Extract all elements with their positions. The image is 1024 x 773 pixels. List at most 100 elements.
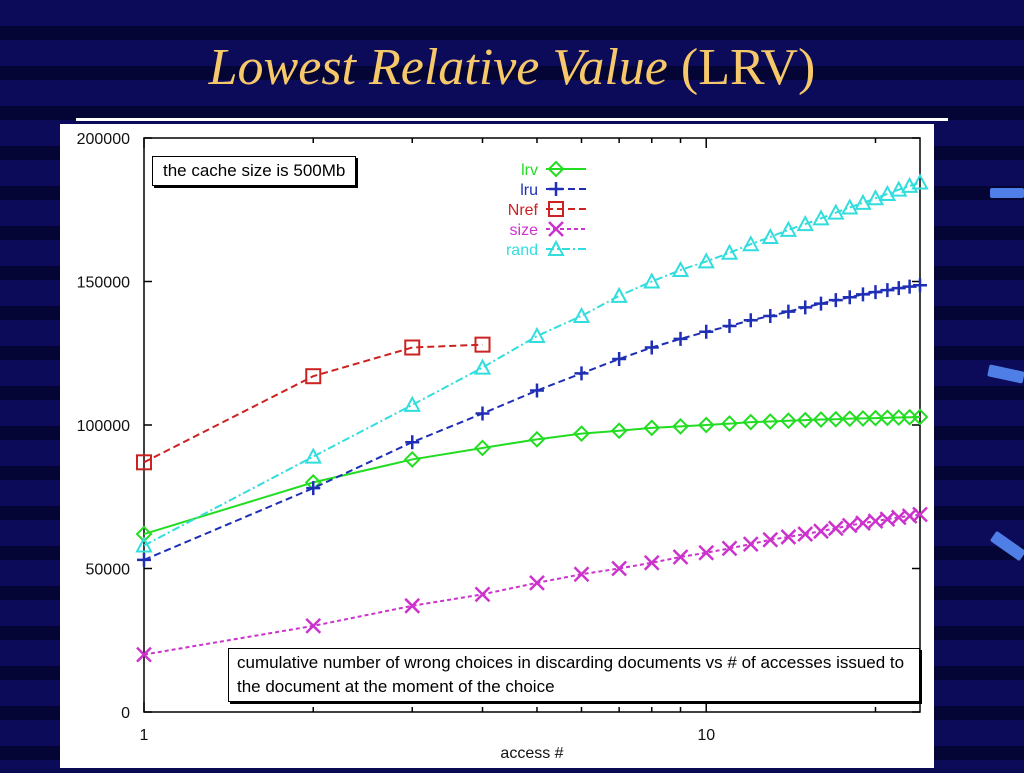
decoration-dash (990, 188, 1024, 198)
cache-size-note: the cache size is 500Mb (152, 156, 357, 186)
data-point-lru (855, 287, 870, 302)
data-point-lru (913, 278, 927, 293)
data-point-size (404, 597, 421, 614)
y-tick-label: 200000 (77, 131, 130, 148)
slide-title: Lowest Relative Value (LRV) (0, 36, 1024, 100)
data-point-rand (720, 243, 739, 260)
data-point-lrv (812, 411, 830, 428)
data-point-lru (828, 293, 843, 308)
data-point-rand (610, 286, 628, 303)
legend-label-lru: lru (520, 182, 538, 199)
data-point-rand (742, 235, 760, 252)
data-point-Nref (305, 368, 322, 385)
y-tick-label: 0 (121, 705, 130, 722)
data-point-lru (798, 300, 813, 315)
data-point-rand (900, 176, 919, 193)
line-chart: 0 50000 100000 150000 200000 1 10 access # lrv lr… (77, 131, 929, 762)
data-point-lru (529, 383, 544, 398)
data-point-lru (868, 285, 883, 300)
data-point-rand (878, 184, 897, 201)
data-point-rand (671, 260, 690, 278)
data-point-size (136, 646, 152, 663)
data-point-rand (866, 189, 885, 206)
data-point-lrv (911, 408, 929, 426)
data-point-rand (403, 395, 421, 412)
data-point-size (529, 574, 545, 591)
data-point-size (855, 515, 871, 532)
data-point-rand (854, 193, 872, 210)
x-tick-label: 1 (140, 727, 149, 744)
data-point-lru (891, 281, 906, 296)
data-point-lru (475, 406, 490, 421)
data-point-size (672, 549, 689, 565)
series-line-lrv (143, 415, 921, 536)
data-point-size (698, 544, 715, 561)
data-point-lrv (854, 409, 872, 427)
data-point-lrv (672, 418, 689, 435)
series-line-Nref (143, 343, 483, 464)
data-point-rand (841, 198, 859, 215)
legend-label-Nref: Nref (508, 202, 539, 219)
data-point-size (780, 529, 797, 545)
legend-marker-lrv (547, 160, 565, 178)
data-point-size (721, 540, 738, 557)
data-point-lrv (841, 410, 859, 428)
data-point-Nref (474, 336, 491, 353)
legend-label-rand: rand (506, 242, 538, 259)
data-point-rand (135, 536, 153, 553)
data-point-rand (572, 306, 591, 323)
chart-panel: 0 50000 100000 150000 200000 1 10 access # lrv lr… (60, 124, 934, 768)
y-tick-label: 100000 (77, 418, 130, 435)
data-point-lru (405, 435, 420, 450)
data-point-lrv (796, 411, 814, 429)
data-point-lru (574, 366, 589, 381)
data-point-lrv (761, 413, 779, 430)
data-point-Nref (404, 339, 421, 356)
data-point-lrv (878, 409, 896, 427)
data-point-rand (643, 272, 661, 289)
data-point-lru (722, 318, 737, 333)
data-point-lrv (474, 439, 491, 457)
data-point-size (573, 566, 590, 583)
data-point-lru (763, 308, 778, 323)
legend-marker-Nref (548, 201, 564, 217)
data-point-size (474, 586, 491, 603)
data-point-lru (781, 304, 796, 319)
data-point-lrv (779, 412, 797, 430)
slide-title-plain: (LRV) (680, 39, 816, 96)
data-point-rand (528, 326, 546, 344)
data-point-size (742, 536, 759, 552)
data-point-rand (779, 220, 798, 237)
data-point-lru (699, 324, 714, 339)
data-point-Nref (136, 454, 152, 471)
legend-marker-size (548, 221, 564, 237)
slide-title-italic: Lowest Relative Value (208, 39, 668, 96)
data-point-lru (137, 552, 151, 567)
data-point-size (813, 523, 829, 540)
data-point-lru (306, 481, 321, 496)
data-point-lrv (573, 425, 590, 443)
data-point-size (611, 560, 628, 577)
data-point-rand (473, 358, 492, 375)
data-point-rand (827, 203, 845, 220)
data-point-size (643, 554, 660, 571)
data-point-lru (880, 283, 895, 298)
y-tick-label: 150000 (77, 275, 130, 292)
data-point-lru (644, 340, 659, 355)
legend-label-lrv: lrv (521, 162, 538, 179)
data-point-lru (612, 351, 627, 366)
data-point-rand (796, 214, 814, 232)
data-point-lrv (742, 413, 760, 431)
data-point-lru (813, 296, 828, 311)
legend-marker-lru (549, 182, 563, 196)
data-point-lrv (721, 415, 738, 432)
data-point-size (797, 526, 814, 542)
data-point-rand (697, 252, 715, 269)
data-point-lrv (643, 419, 661, 437)
x-tick-label: 10 (697, 727, 715, 744)
data-point-size (912, 506, 928, 523)
data-point-size (762, 531, 779, 548)
data-point-lru (842, 290, 857, 305)
data-point-lrv (528, 430, 546, 448)
data-point-lrv (867, 409, 884, 427)
